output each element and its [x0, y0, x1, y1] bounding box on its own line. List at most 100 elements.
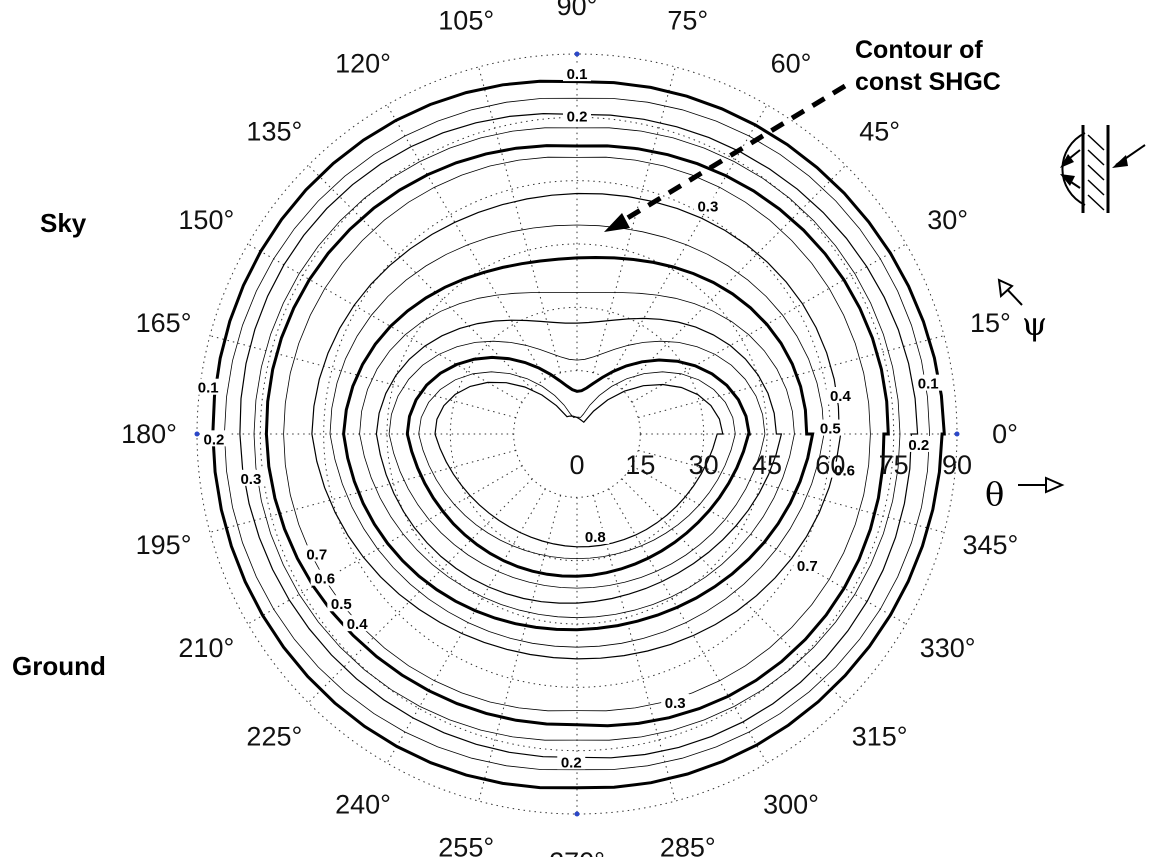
contour-label-bg [661, 693, 690, 710]
contour-label-bg [914, 374, 943, 391]
angle-label: 15° [970, 308, 1011, 338]
contour-label-bg [904, 435, 933, 452]
contour-line [405, 355, 751, 578]
contour-label: 0.5 [820, 421, 841, 438]
contour-label-bg [581, 527, 610, 544]
psi-axis-label: ψ [1022, 305, 1047, 343]
contour-label-bg [816, 419, 845, 436]
contour-line-minor [283, 156, 871, 712]
contour-line-minor [359, 291, 795, 619]
sky-label: Sky [40, 208, 87, 238]
contour-label-bg [327, 595, 356, 612]
contour-label: 0.3 [240, 471, 261, 488]
angle-label: 195° [136, 530, 192, 560]
contour-label: 0.2 [204, 431, 225, 448]
angle-label: 75° [667, 6, 708, 36]
angle-label: 225° [246, 722, 302, 752]
contour-label: 0.2 [567, 108, 588, 125]
contour-line-minor [253, 127, 901, 741]
contour-label-bg [194, 378, 223, 395]
contour-line [434, 381, 724, 548]
contour-label: 0.1 [918, 376, 939, 393]
annotation-line-1: Contour of [855, 36, 983, 64]
cardinal-marker [954, 431, 960, 437]
angle-label: 210° [178, 633, 234, 663]
theta-tick-label: 15 [625, 450, 655, 480]
contour-label: 0.1 [567, 66, 588, 83]
angle-label: 45° [859, 116, 900, 146]
angle-label: 285° [660, 832, 716, 857]
contour-label: 0.4 [830, 388, 852, 405]
contour-label: 0.7 [306, 546, 327, 563]
polar-grid [194, 51, 960, 817]
contour-label: 0.3 [697, 198, 718, 215]
angle-label: 165° [136, 308, 192, 338]
grid-spoke [478, 495, 562, 802]
contour-label-bg [310, 569, 339, 586]
contour-label: 0.5 [331, 596, 352, 613]
grid-spoke [307, 164, 533, 390]
theta-tick-label: 90 [942, 450, 972, 480]
contour-line [342, 255, 815, 632]
angle-label: 240° [335, 790, 391, 820]
contour-label-bg [793, 557, 822, 573]
contour-line [264, 144, 890, 728]
contour-line [311, 192, 842, 660]
angle-label: 180° [121, 419, 177, 449]
window-incidence-icon [1060, 125, 1146, 213]
angle-label: 255° [438, 832, 494, 857]
contour-label: 0.1 [198, 380, 219, 397]
angle-label: 90° [557, 0, 598, 21]
angle-label: 60° [771, 48, 812, 78]
angle-label: 30° [927, 205, 968, 235]
angle-label: 345° [962, 530, 1018, 560]
angle-label: 0° [992, 419, 1018, 449]
contour-label: 0.6 [314, 571, 335, 588]
contour-label-bg [826, 386, 855, 403]
angle-label: 315° [852, 722, 908, 752]
contour-line [375, 317, 783, 604]
contour-label-bg [830, 461, 859, 478]
contour-label-bg [693, 197, 722, 214]
contour-label-bg [343, 615, 372, 632]
cardinal-marker [574, 51, 580, 57]
contour-label: 0.7 [797, 558, 818, 575]
grid-spoke [592, 66, 676, 373]
annotation-arrowhead-icon [604, 213, 630, 232]
contour-label: 0.8 [585, 529, 606, 546]
contour-label: 0.2 [561, 754, 582, 771]
grid-spoke [478, 66, 562, 373]
contour-label: 0.2 [908, 437, 929, 454]
theta-tick-label: 75 [879, 450, 909, 480]
cardinal-marker [194, 431, 200, 437]
grid-spoke [621, 478, 847, 704]
contour-line-minor [329, 224, 825, 648]
contour-label-bg [302, 545, 331, 562]
theta-tick-label: 45 [752, 450, 782, 480]
grid-circle [259, 116, 895, 752]
contour-line [239, 112, 919, 759]
contour-label: 0.4 [347, 616, 369, 633]
angle-label: 300° [763, 790, 819, 820]
angle-label: 330° [920, 633, 976, 663]
contour-lines [211, 79, 946, 790]
angle-label: 135° [246, 116, 302, 146]
contour-line-minor [388, 340, 766, 589]
contour-line-minor [418, 371, 736, 560]
angle-label: 120° [335, 48, 391, 78]
contour-label-bg [563, 65, 591, 82]
contour-label: 0.6 [834, 463, 855, 480]
theta-axis-label: θ [985, 475, 1004, 513]
contour-label-bg [199, 430, 228, 447]
contour-label-bg [236, 469, 265, 486]
contour-line [211, 79, 946, 790]
cardinal-marker [574, 811, 580, 817]
theta-tick-label: 60 [815, 450, 845, 480]
contour-label-bg [563, 107, 591, 124]
contour-label: 0.3 [665, 695, 686, 712]
theta-tick-label: 30 [689, 450, 719, 480]
grid-circle [386, 243, 768, 625]
angle-label: 150° [178, 205, 234, 235]
angle-label: 105° [438, 6, 494, 36]
ground-label: Ground [12, 651, 106, 681]
